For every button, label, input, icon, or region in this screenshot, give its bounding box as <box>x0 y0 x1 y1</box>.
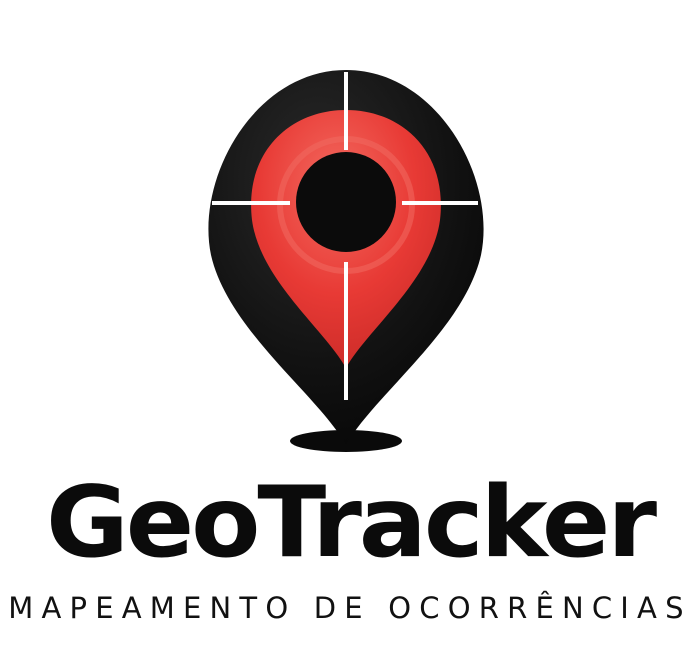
brand-name: GeoTracker <box>46 466 657 580</box>
pin-center-hole <box>296 152 396 252</box>
brand-tagline: MAPEAMENTO DE OCORRÊNCIAS <box>8 591 692 625</box>
map-pin-crosshair-icon <box>208 70 484 452</box>
